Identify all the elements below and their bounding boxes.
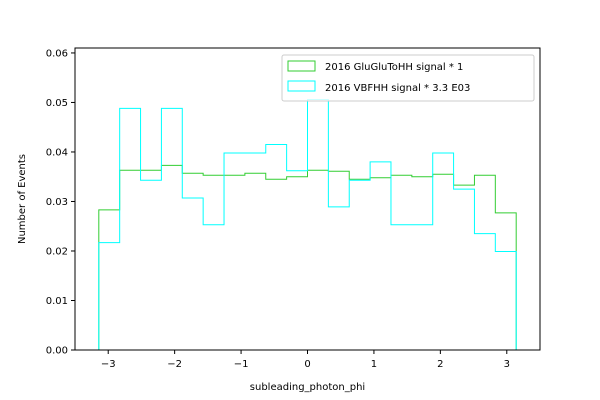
legend-label-vbf: 2016 VBFHH signal * 3.3 E03 bbox=[325, 83, 470, 94]
legend-swatch-vbf bbox=[287, 80, 316, 92]
legend-label-gluglu: 2016 GluGluToHH signal * 1 bbox=[325, 62, 463, 73]
x-axis-label: subleading_photon_phi bbox=[250, 382, 365, 393]
x-axis-ticks: −3 −2 −1 0 1 2 3 bbox=[101, 350, 510, 370]
y-tick-label: 0.00 bbox=[46, 346, 68, 357]
legend-swatch-gluglu bbox=[287, 60, 316, 72]
x-tick-label: 3 bbox=[504, 359, 510, 370]
x-tick-label: 1 bbox=[371, 359, 377, 370]
y-axis-label: Number of Events bbox=[17, 154, 28, 244]
series-layer bbox=[98, 98, 517, 350]
x-tick-label: −2 bbox=[167, 359, 182, 370]
y-tick-label: 0.04 bbox=[46, 147, 68, 158]
y-axis-ticks: 0.00 0.01 0.02 0.03 0.04 0.05 0.06 bbox=[46, 48, 75, 357]
legend-frame bbox=[281, 54, 535, 102]
x-tick-label: 2 bbox=[437, 359, 443, 370]
x-tick-label: −1 bbox=[234, 359, 249, 370]
y-tick-label: 0.06 bbox=[46, 48, 68, 59]
y-tick-label: 0.02 bbox=[46, 246, 68, 257]
y-tick-label: 0.01 bbox=[46, 296, 68, 307]
series-line-1 bbox=[98, 98, 517, 350]
x-tick-label: 0 bbox=[304, 359, 310, 370]
x-tick-label: −3 bbox=[101, 359, 116, 370]
y-tick-label: 0.05 bbox=[46, 98, 68, 109]
y-tick-label: 0.03 bbox=[46, 197, 68, 208]
legend: 2016 GluGluToHH signal * 1 2016 VBFHH si… bbox=[281, 54, 535, 102]
